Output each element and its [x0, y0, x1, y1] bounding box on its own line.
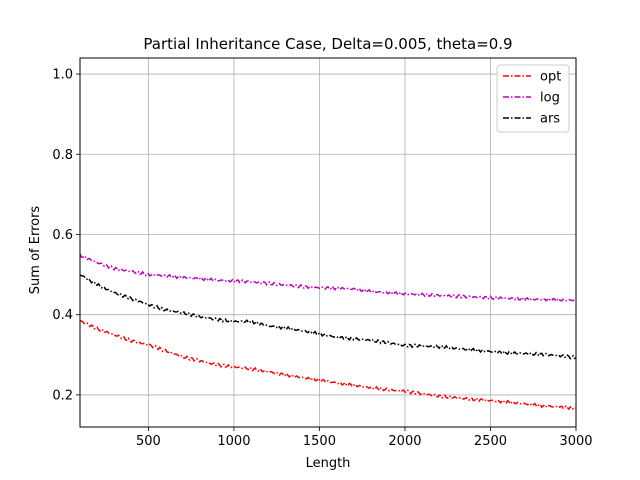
- x-tick-label: 500: [136, 434, 161, 449]
- y-tick-label: 0.4: [52, 308, 73, 323]
- legend-label-ars: ars: [540, 112, 560, 127]
- legend-label-opt: opt: [540, 70, 561, 85]
- x-tick-label: 1000: [217, 434, 250, 449]
- plot-area-frame: [79, 57, 577, 428]
- x-axis-label: Length: [306, 456, 351, 471]
- y-tick-label: 0.6: [52, 228, 73, 243]
- legend: opt log ars: [496, 64, 570, 133]
- series-lines: [79, 253, 577, 411]
- legend-box: [496, 64, 570, 133]
- series-line-log: [79, 253, 577, 303]
- y-tick-label: 0.2: [52, 388, 73, 403]
- grid: [80, 58, 577, 427]
- x-tick-label: 2000: [388, 434, 421, 449]
- y-axis-label: Sum of Errors: [28, 206, 43, 295]
- y-tick-label: 1.0: [52, 68, 73, 83]
- legend-label-log: log: [540, 91, 560, 106]
- y-tick-label: 0.8: [52, 148, 73, 163]
- axis-ticks: 500 1000 1500 2000 2500 3000 0.2 0.4 0.6 0.8 1.0: [52, 68, 592, 449]
- series-line-opt: [79, 319, 577, 411]
- chart-title: Partial Inheritance Case, Delta=0.005, t…: [143, 35, 512, 53]
- x-tick-label: 1500: [303, 434, 336, 449]
- x-tick-label: 2500: [474, 434, 507, 449]
- x-tick-label: 3000: [559, 434, 592, 449]
